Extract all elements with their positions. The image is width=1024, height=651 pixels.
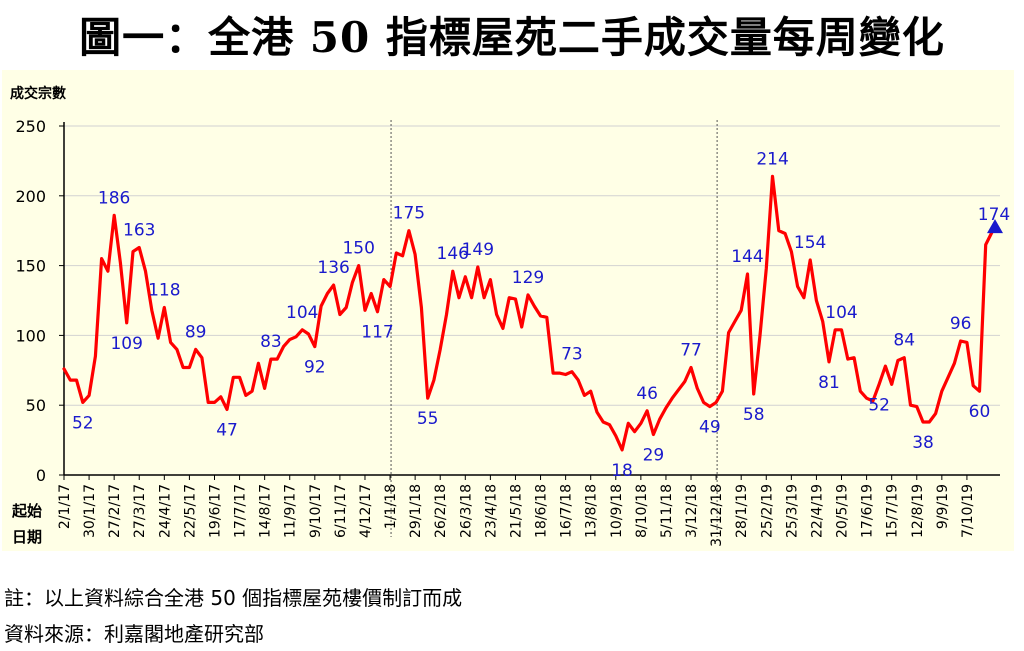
line-chart: 成交宗數 0 50 100 150 200 250 2/1/17 30/1/17 27/2/1… (2, 70, 1014, 551)
data-label: 81 (818, 373, 840, 393)
x-tick-label: 19/6/17 (207, 484, 223, 538)
y-tick-label: 250 (15, 117, 46, 136)
data-labels: 5218610916311889478310492136150117175551… (72, 149, 1010, 481)
x-tick-label: 1/1/18 (383, 484, 399, 529)
data-label: 118 (148, 280, 180, 300)
y-tick-label: 200 (15, 187, 46, 206)
data-label: 117 (361, 323, 393, 343)
y-tick-label: 100 (15, 326, 46, 345)
data-label: 73 (561, 345, 583, 365)
x-tick-label: 27/3/17 (132, 484, 148, 538)
x-tick-label: 21/5/18 (508, 484, 524, 538)
x-tick-label: 4/12/17 (358, 484, 374, 538)
data-label: 109 (110, 334, 142, 354)
x-tick-label: 9/10/17 (308, 484, 324, 538)
data-label: 186 (98, 188, 130, 208)
data-label: 174 (978, 205, 1010, 225)
data-label: 149 (462, 240, 494, 260)
last-point-marker (987, 219, 1003, 234)
x-tick-label: 26/3/18 (458, 484, 474, 538)
data-label: 47 (216, 420, 238, 440)
x-tick-label: 14/8/17 (258, 484, 274, 538)
x-tick-label: 25/2/19 (759, 484, 775, 538)
x-axis-label-line-2: 日期 (12, 528, 42, 546)
data-label: 175 (393, 204, 425, 224)
data-label: 58 (743, 405, 765, 425)
x-tick-label: 3/12/18 (684, 484, 700, 538)
footnote: 註：以上資料綜合全港 50 個指標屋苑樓價制訂而成 (4, 586, 463, 610)
data-label: 77 (680, 341, 702, 361)
data-label: 144 (731, 247, 763, 267)
data-label: 46 (636, 384, 658, 404)
x-tick-label: 26/2/18 (433, 484, 449, 538)
data-label: 154 (794, 233, 826, 253)
x-tick-label: 10/9/18 (609, 484, 625, 538)
data-label: 129 (512, 268, 544, 288)
x-tick-label: 23/4/18 (483, 484, 499, 538)
data-label: 89 (185, 322, 207, 342)
x-tick-label: 28/1/19 (734, 484, 750, 538)
x-tick-label: 2/1/17 (57, 484, 73, 529)
y-tick-label: 0 (36, 466, 46, 485)
data-label: 96 (950, 314, 972, 334)
source-note: 資料來源：利嘉閣地產研究部 (4, 622, 264, 646)
x-tick-label: 29/1/18 (408, 484, 424, 538)
chart-axes (63, 122, 1000, 476)
data-label: 146 (437, 244, 469, 264)
data-label: 29 (643, 446, 665, 466)
x-tick-label: 5/11/18 (659, 484, 675, 538)
x-tick-label: 31/12/18 (709, 484, 725, 547)
x-tick-label: 13/8/18 (584, 484, 600, 538)
x-tick-labels: 2/1/17 30/1/17 27/2/17 27/3/17 24/4/17 22/5/1… (57, 475, 976, 547)
x-tick-label: 12/8/19 (910, 484, 926, 538)
x-tick-label: 20/5/19 (835, 484, 851, 538)
chart-grid (64, 125, 1000, 406)
data-label: 52 (868, 395, 890, 415)
data-label: 55 (417, 409, 439, 429)
data-label: 104 (286, 303, 318, 323)
x-tick-label: 22/4/19 (809, 484, 825, 538)
x-tick-label: 25/3/19 (784, 484, 800, 538)
series-polyline (62, 174, 994, 452)
x-tick-label: 15/7/19 (885, 484, 901, 538)
year-separators (390, 120, 718, 537)
x-tick-label: 9/9/19 (935, 484, 951, 529)
data-label: 163 (123, 220, 155, 240)
data-label: 38 (912, 433, 934, 453)
data-label: 18 (611, 461, 633, 481)
x-tick-label: 11/9/17 (283, 484, 299, 538)
chart: 成交宗數 0 50 100 150 200 250 2/1/17 30/1/17 27/2/1… (2, 70, 1014, 551)
data-label: 136 (317, 258, 349, 278)
x-tick-label: 16/7/18 (559, 484, 575, 538)
x-tick-label: 18/6/18 (534, 484, 550, 538)
y-tick-label: 150 (15, 257, 46, 276)
data-label: 84 (893, 331, 915, 351)
data-label: 104 (825, 303, 857, 323)
x-tick-label: 30/1/17 (82, 484, 98, 538)
data-label: 60 (969, 402, 991, 422)
data-label: 92 (304, 358, 326, 378)
x-tick-label: 27/2/17 (107, 484, 123, 538)
y-axis-label: 成交宗數 (10, 85, 66, 102)
series-line (62, 174, 1003, 452)
y-tick-label: 50 (26, 396, 46, 415)
data-label: 52 (72, 413, 94, 433)
x-axis-label-line-1: 起始 (11, 502, 42, 520)
page-title: 圖一：全港 50 指標屋苑二手成交量每周變化 (79, 13, 945, 62)
x-tick-label: 17/7/17 (233, 484, 249, 538)
x-tick-label: 8/10/18 (634, 484, 650, 538)
data-label: 49 (699, 418, 721, 438)
data-label: 83 (260, 332, 282, 352)
x-tick-label: 22/5/17 (182, 484, 198, 538)
x-tick-label: 17/6/19 (860, 484, 876, 538)
x-tick-label: 7/10/19 (960, 484, 976, 538)
y-tick-labels: 0 50 100 150 200 250 (15, 117, 64, 485)
x-tick-label: 6/11/17 (333, 484, 349, 538)
x-tick-label: 24/4/17 (157, 484, 173, 538)
data-label: 150 (342, 239, 374, 259)
data-label: 214 (756, 149, 788, 169)
